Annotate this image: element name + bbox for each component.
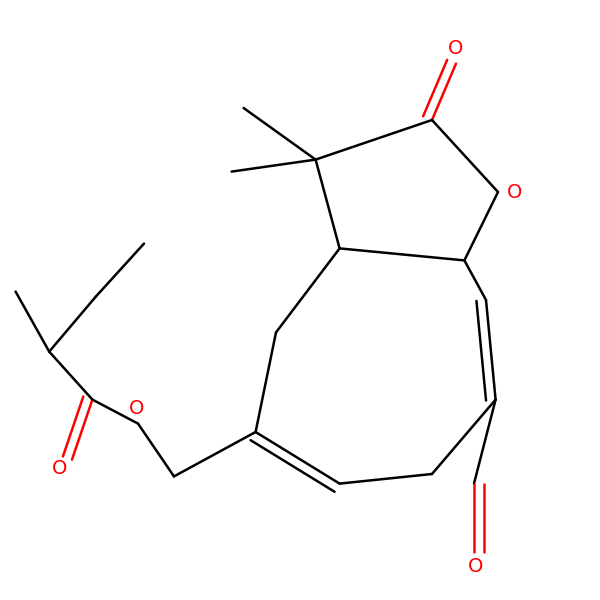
Text: O: O <box>467 557 483 577</box>
Text: O: O <box>507 182 523 202</box>
Text: O: O <box>448 39 464 58</box>
Text: O: O <box>129 399 145 418</box>
Text: O: O <box>52 459 68 478</box>
